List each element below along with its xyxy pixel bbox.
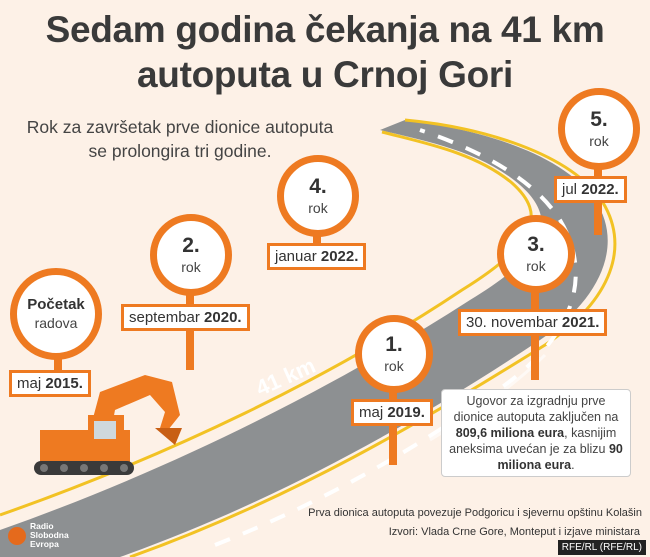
note-text2: , kasnijim aneksima uvećan je za blizu	[449, 426, 617, 456]
page-title-line2: autoputa u Crnoj Gori	[136, 54, 513, 95]
note-bold1: 809,6 miliona eura	[455, 426, 565, 440]
date-4-prefix: januar	[275, 248, 317, 265]
page-title-line1: Sedam godina čekanja na 41 km	[45, 9, 605, 50]
contract-note: Ugovor za izgradnju prve dionice autoput…	[441, 389, 631, 477]
road-edge-top	[0, 130, 533, 517]
sign-5-label: rok	[589, 133, 609, 149]
rfe-logo-icon	[8, 526, 26, 545]
road	[0, 120, 608, 557]
sign-start-line2: radova	[34, 315, 78, 331]
date-3-year: 2021.	[561, 314, 600, 331]
sign-4-number: 4.	[309, 175, 327, 198]
sign-2-label: rok	[181, 259, 201, 275]
note-text3: .	[571, 458, 575, 472]
sign-3-label: rok	[526, 258, 546, 274]
date-start-prefix: maj	[17, 375, 42, 392]
date-3: 30. novembar 2021.	[458, 309, 608, 336]
date-2: septembar 2020.	[121, 304, 250, 331]
date-1: maj 2019.	[351, 399, 433, 426]
date-5-year: 2022.	[581, 181, 619, 198]
post-start	[54, 335, 62, 395]
sign-1-number: 1.	[385, 333, 403, 356]
note-bold2: 90 miliona eura	[497, 442, 623, 472]
subtitle-line1: Rok za završetak prve dionice autoputa	[26, 117, 334, 137]
date-5-prefix: jul	[562, 181, 578, 198]
date-start: maj 2015.	[9, 370, 91, 397]
sign-start-line1: Početak	[27, 296, 85, 313]
sign-3-number: 3.	[527, 233, 545, 256]
subtitle-line2: se prolongira tri godine.	[88, 141, 272, 161]
sign-start: Početak radova	[10, 268, 102, 360]
sign-1-label: rok	[384, 358, 404, 374]
sign-3: 3. rok	[497, 215, 575, 293]
sign-4: 4. rok	[277, 155, 359, 237]
road-edge-bottom	[129, 118, 617, 557]
rfe-logo: Radio Slobodna Evropa	[8, 522, 88, 549]
sign-2-number: 2.	[182, 234, 200, 257]
sign-5-number: 5.	[590, 108, 608, 131]
date-5: jul 2022.	[554, 176, 627, 203]
footer-sources: Izvori: Vlada Crne Gore, Monteput i izja…	[388, 526, 640, 538]
excavator-icon	[34, 375, 182, 475]
sign-2: 2. rok	[150, 214, 232, 296]
sign-5: 5. rok	[558, 88, 640, 170]
date-1-prefix: maj	[359, 404, 384, 421]
image-credit: RFE/RL (RFE/RL)	[557, 540, 646, 555]
date-2-year: 2020.	[204, 309, 242, 326]
road-center-line	[214, 128, 578, 547]
date-start-year: 2015.	[45, 375, 83, 392]
date-3-prefix: 30. novembar	[466, 314, 558, 331]
note-text1: Ugovor za izgradnju prve dionice autoput…	[453, 394, 619, 424]
date-1-year: 2019.	[387, 404, 425, 421]
date-4-year: 2022.	[320, 248, 359, 265]
date-4: januar 2022.	[267, 243, 367, 270]
rfe-logo-text: Radio Slobodna Evropa	[30, 521, 69, 549]
subtitle: Rok za završetak prve dionice autoputa s…	[10, 115, 350, 163]
date-2-prefix: septembar	[129, 309, 200, 326]
sign-1: 1. rok	[355, 315, 433, 393]
footer-route-note: Prva dionica autoputa povezuje Podgoricu…	[308, 507, 642, 519]
sign-4-label: rok	[308, 200, 328, 216]
